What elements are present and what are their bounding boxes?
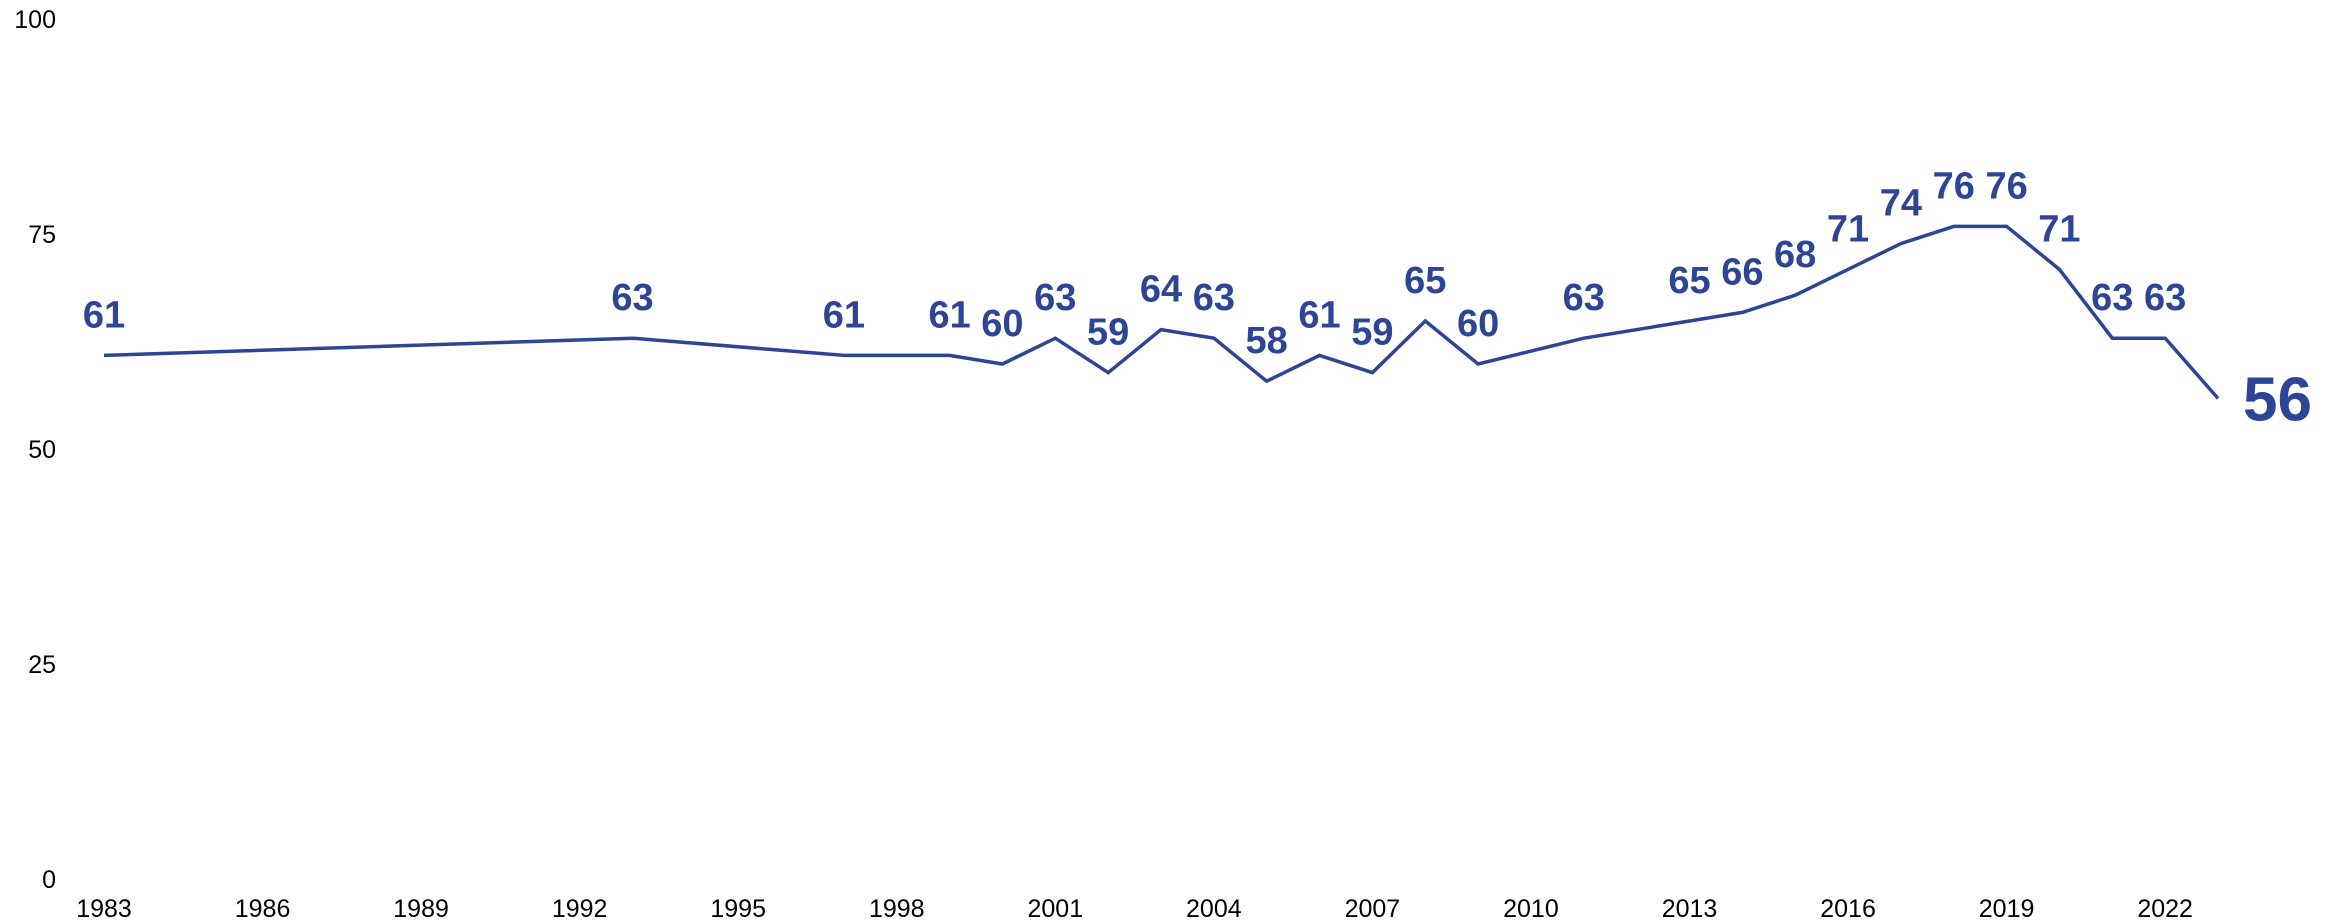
data-label: 60 — [1457, 303, 1499, 345]
x-tick-label: 2013 — [1662, 895, 1718, 920]
data-label: 76 — [1933, 165, 1975, 207]
x-axis-tick-labels: 1983 1986 1989 1992 1995 1998 2001 2004 2007 2010… — [76, 895, 2193, 920]
x-tick-label: 2019 — [1979, 895, 2035, 920]
data-label: 63 — [1034, 277, 1076, 319]
x-tick-label: 1995 — [710, 895, 766, 920]
y-tick-label: 25 — [28, 651, 56, 679]
y-tick-label: 0 — [42, 866, 56, 894]
x-tick-label: 2022 — [2137, 895, 2193, 920]
y-tick-label: 75 — [28, 221, 56, 249]
x-tick-label: 1983 — [76, 895, 132, 920]
data-label: 58 — [1246, 320, 1288, 362]
data-label: 65 — [1404, 260, 1446, 302]
data-label: 59 — [1351, 312, 1393, 354]
y-axis-tick-labels: 0 25 50 75 100 — [14, 6, 56, 894]
x-tick-label: 2001 — [1027, 895, 1083, 920]
data-label: 61 — [928, 294, 970, 336]
data-label: 63 — [1563, 277, 1605, 319]
data-label: 68 — [1774, 234, 1816, 276]
data-label: 66 — [1721, 251, 1763, 293]
data-label: 61 — [1298, 294, 1340, 336]
x-tick-label: 1992 — [552, 895, 608, 920]
x-tick-label: 2004 — [1186, 895, 1242, 920]
data-label: 63 — [1193, 277, 1235, 319]
x-tick-label: 2010 — [1503, 895, 1559, 920]
data-label: 61 — [83, 294, 125, 336]
series-line — [103, 224, 2220, 400]
data-label: 59 — [1087, 312, 1129, 354]
data-label: 60 — [981, 303, 1023, 345]
y-tick-label: 50 — [28, 436, 56, 464]
y-tick-label: 100 — [14, 6, 56, 34]
data-label: 65 — [1668, 260, 1710, 302]
data-label: 63 — [2144, 277, 2186, 319]
data-label: 71 — [2038, 208, 2080, 250]
x-tick-label: 2016 — [1820, 895, 1876, 920]
data-label: 64 — [1140, 269, 1182, 311]
x-tick-label: 1986 — [235, 895, 291, 920]
data-label: 76 — [1985, 165, 2027, 207]
x-tick-label: 1998 — [869, 895, 925, 920]
data-label: 63 — [2091, 277, 2133, 319]
data-label: 71 — [1827, 208, 1869, 250]
data-label: 63 — [611, 277, 653, 319]
x-tick-label: 1989 — [393, 895, 449, 920]
data-label: 56 — [2243, 365, 2312, 434]
data-label: 74 — [1880, 183, 1922, 225]
data-label: 61 — [823, 294, 865, 336]
x-tick-label: 2007 — [1345, 895, 1401, 920]
